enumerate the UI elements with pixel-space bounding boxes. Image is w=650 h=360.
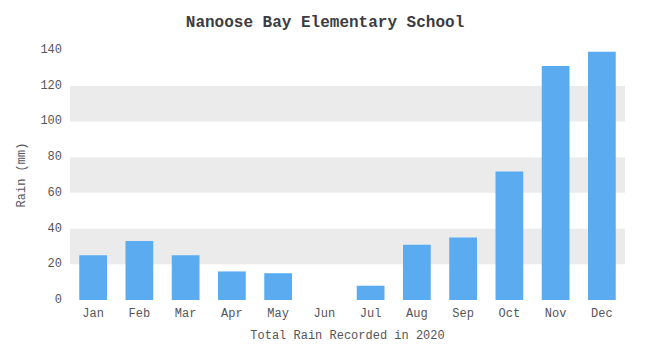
svg-text:Feb: Feb: [129, 307, 151, 321]
svg-text:0: 0: [55, 293, 62, 307]
svg-text:Rain (mm): Rain (mm): [15, 143, 29, 208]
svg-text:80: 80: [48, 150, 62, 164]
svg-text:Dec: Dec: [591, 307, 613, 321]
svg-text:Jul: Jul: [360, 307, 382, 321]
svg-text:20: 20: [48, 257, 62, 271]
svg-text:Nanoose Bay Elementary School: Nanoose Bay Elementary School: [186, 14, 464, 32]
svg-text:Oct: Oct: [499, 307, 521, 321]
svg-text:140: 140: [40, 43, 62, 57]
svg-text:120: 120: [40, 79, 62, 93]
svg-text:Sep: Sep: [452, 307, 474, 321]
svg-text:Jan: Jan: [82, 307, 104, 321]
svg-text:40: 40: [48, 222, 62, 236]
svg-text:Aug: Aug: [406, 307, 428, 321]
svg-text:Nov: Nov: [545, 307, 567, 321]
svg-text:Apr: Apr: [221, 307, 243, 321]
svg-text:Total Rain Recorded in 2020: Total Rain Recorded in 2020: [250, 329, 444, 343]
svg-text:Jun: Jun: [314, 307, 336, 321]
svg-text:60: 60: [48, 186, 62, 200]
svg-text:May: May: [267, 307, 289, 321]
svg-text:Mar: Mar: [175, 307, 197, 321]
svg-text:100: 100: [40, 114, 62, 128]
